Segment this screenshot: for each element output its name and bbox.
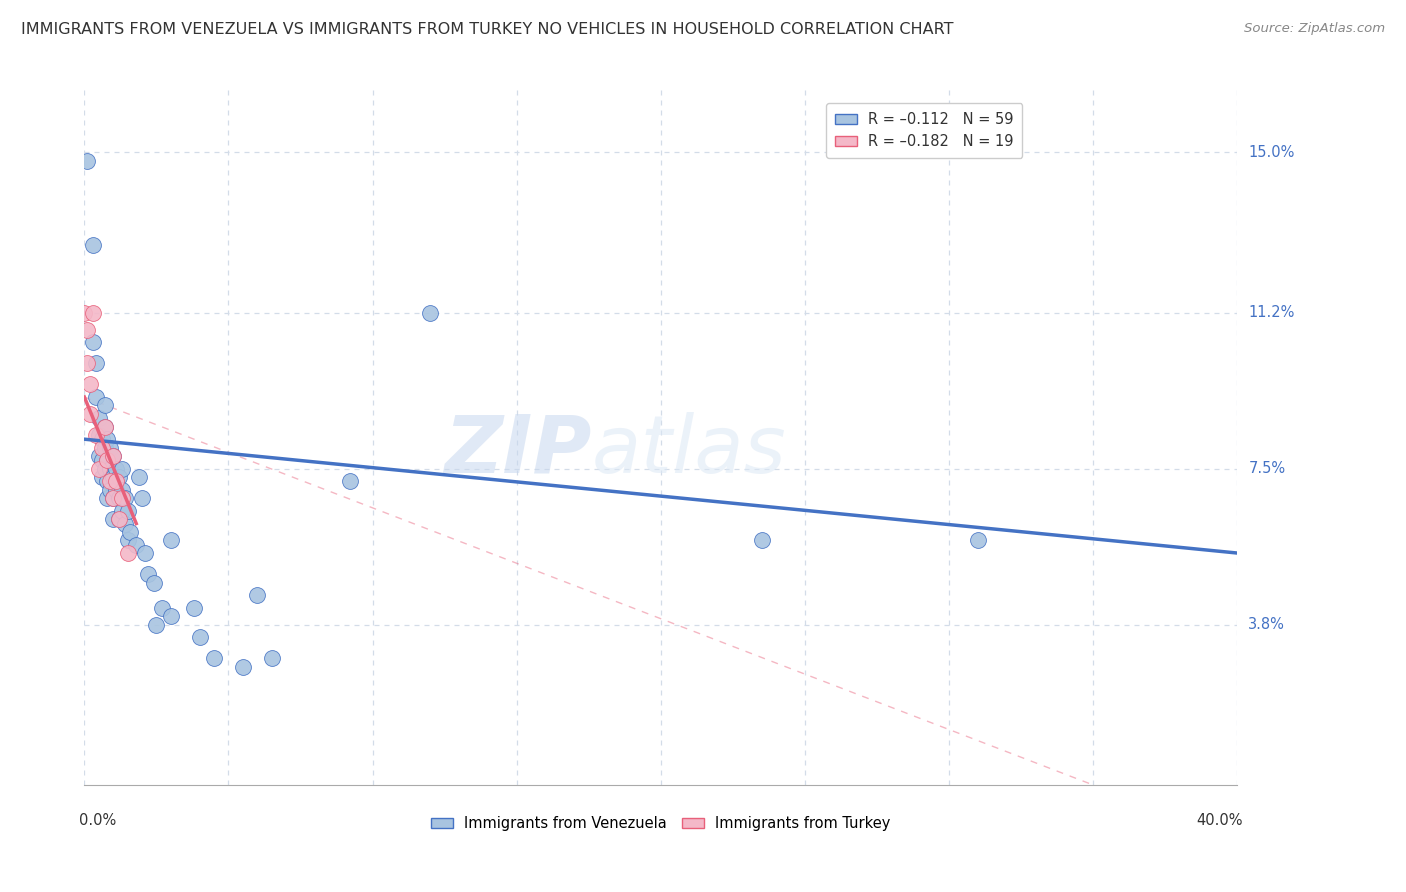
Point <box>108 512 131 526</box>
Point <box>114 491 136 506</box>
Point <box>114 516 136 531</box>
Text: 40.0%: 40.0% <box>1197 813 1243 828</box>
Point <box>90 470 112 484</box>
Point <box>96 491 118 506</box>
Point <box>160 533 183 548</box>
Point <box>117 504 139 518</box>
Point <box>90 453 112 467</box>
Text: 11.2%: 11.2% <box>1249 305 1295 320</box>
Point <box>967 533 990 548</box>
Point <box>117 533 139 548</box>
Point <box>117 546 139 560</box>
Point <box>84 356 107 370</box>
Text: 3.8%: 3.8% <box>1249 617 1285 632</box>
Point <box>142 575 165 590</box>
Text: ZIP: ZIP <box>444 412 592 490</box>
Text: 15.0%: 15.0% <box>1249 145 1295 160</box>
Point <box>98 475 121 489</box>
Point <box>84 390 107 404</box>
Point <box>105 483 128 497</box>
Point <box>87 461 110 475</box>
Point <box>103 449 124 463</box>
Point <box>98 483 121 497</box>
Point <box>103 470 124 484</box>
Point <box>128 470 150 484</box>
Point <box>79 407 101 421</box>
Point <box>79 377 101 392</box>
Point <box>111 491 134 506</box>
Point <box>96 475 118 489</box>
Point <box>145 617 167 632</box>
Text: 0.0%: 0.0% <box>79 813 115 828</box>
Point <box>111 461 134 475</box>
Point <box>202 651 225 665</box>
Point <box>76 153 98 168</box>
Point <box>96 453 118 467</box>
Point <box>87 449 110 463</box>
Point <box>246 588 269 602</box>
Point <box>103 491 124 506</box>
Point <box>93 419 115 434</box>
Point <box>98 461 121 475</box>
Point <box>111 504 134 518</box>
Point <box>96 432 118 446</box>
Point <box>98 441 121 455</box>
Point <box>93 441 115 455</box>
Point <box>120 524 142 539</box>
Point <box>93 461 115 475</box>
Point <box>136 567 159 582</box>
Point <box>82 238 104 252</box>
Point <box>103 449 124 463</box>
Point <box>93 419 115 434</box>
Point <box>232 660 254 674</box>
Point <box>131 491 153 506</box>
Point <box>90 432 112 446</box>
Point <box>183 600 205 615</box>
Point <box>76 322 98 336</box>
Point <box>260 651 283 665</box>
Point <box>73 306 96 320</box>
Point <box>125 538 148 552</box>
Point <box>82 306 104 320</box>
Point <box>111 483 134 497</box>
Point <box>96 453 118 467</box>
Legend: Immigrants from Venezuela, Immigrants from Turkey: Immigrants from Venezuela, Immigrants fr… <box>425 810 897 837</box>
Point <box>134 546 156 560</box>
Text: IMMIGRANTS FROM VENEZUELA VS IMMIGRANTS FROM TURKEY NO VEHICLES IN HOUSEHOLD COR: IMMIGRANTS FROM VENEZUELA VS IMMIGRANTS … <box>21 22 953 37</box>
Point <box>103 512 124 526</box>
Text: Source: ZipAtlas.com: Source: ZipAtlas.com <box>1244 22 1385 36</box>
Point <box>84 428 107 442</box>
Point <box>105 461 128 475</box>
Point <box>87 428 110 442</box>
Point <box>90 441 112 455</box>
Point <box>188 631 211 645</box>
Text: atlas: atlas <box>592 412 786 490</box>
Point <box>108 512 131 526</box>
Point <box>103 491 124 506</box>
Point <box>105 475 128 489</box>
Point <box>160 609 183 624</box>
Point <box>108 491 131 506</box>
Point <box>419 306 441 320</box>
Point <box>82 335 104 350</box>
Text: 7.5%: 7.5% <box>1249 461 1285 476</box>
Point <box>150 600 173 615</box>
Point <box>339 475 361 489</box>
Point <box>751 533 773 548</box>
Point <box>76 356 98 370</box>
Point <box>108 470 131 484</box>
Point <box>87 411 110 425</box>
Point <box>93 399 115 413</box>
